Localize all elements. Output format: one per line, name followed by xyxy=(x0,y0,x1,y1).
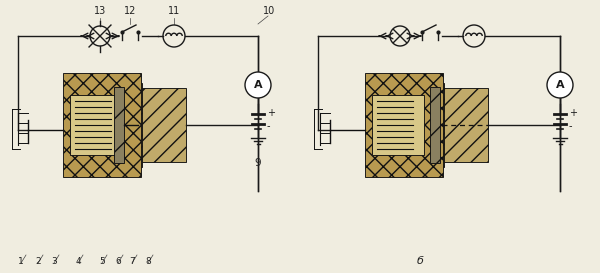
Text: A: A xyxy=(556,80,565,90)
Bar xyxy=(114,87,124,163)
Bar xyxy=(372,95,424,155)
Text: 12: 12 xyxy=(124,6,136,16)
Circle shape xyxy=(547,72,573,98)
Text: 7: 7 xyxy=(129,257,135,266)
Bar xyxy=(130,83,142,167)
Text: -: - xyxy=(569,121,572,131)
Text: +: + xyxy=(267,108,275,118)
Text: -: - xyxy=(267,121,271,131)
Text: 13: 13 xyxy=(94,6,106,16)
Text: +: + xyxy=(569,108,577,118)
Text: 6: 6 xyxy=(115,257,121,266)
Text: A: A xyxy=(254,80,262,90)
Circle shape xyxy=(245,72,271,98)
Text: б: б xyxy=(416,256,424,266)
Bar xyxy=(430,87,440,163)
Text: 8: 8 xyxy=(145,257,151,266)
Text: 10: 10 xyxy=(263,6,275,16)
Text: 2: 2 xyxy=(35,257,41,266)
Bar xyxy=(138,88,186,162)
Text: 5: 5 xyxy=(99,257,105,266)
Text: 11: 11 xyxy=(168,6,180,16)
Bar xyxy=(440,88,488,162)
Bar xyxy=(70,95,122,155)
Text: 3: 3 xyxy=(51,257,57,266)
Text: 9: 9 xyxy=(254,158,262,168)
Bar xyxy=(365,73,443,177)
Text: 1: 1 xyxy=(18,257,24,266)
Bar xyxy=(432,83,444,167)
Text: 4: 4 xyxy=(75,257,81,266)
Bar xyxy=(63,73,141,177)
